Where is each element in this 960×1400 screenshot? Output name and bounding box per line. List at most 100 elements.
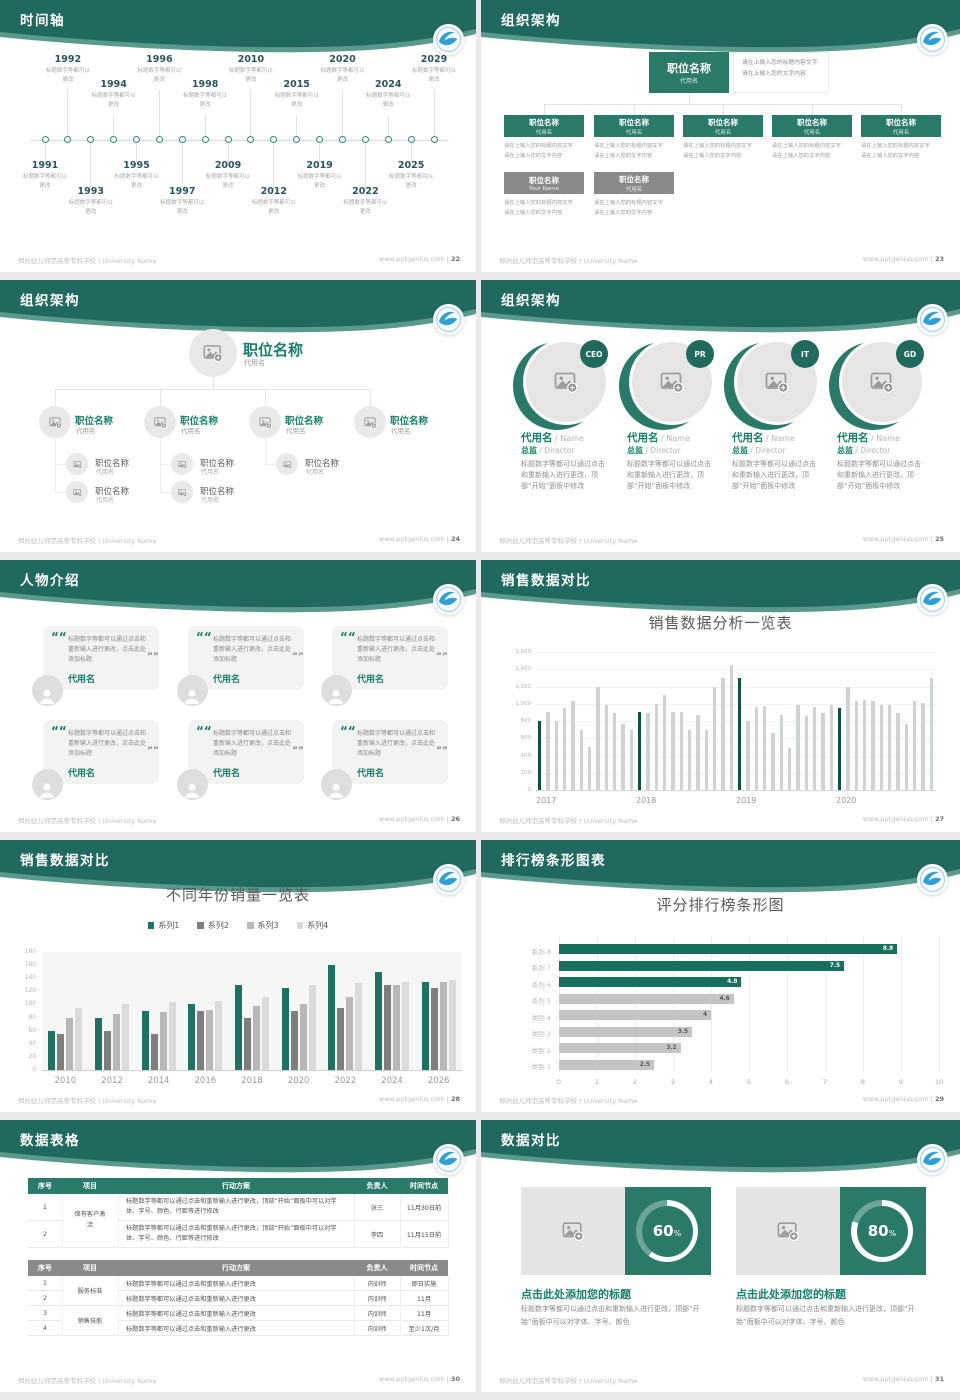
bar	[559, 1059, 654, 1070]
slide-org-chart-boxes[interactable]: 组织架构 职位名称 代用名 请在上输入您的标题内容文字 请在上输入您的文字内容 职位名称…	[481, 0, 960, 272]
slide-people-intro[interactable]: 人物介绍 ““ 标题数字等都可以通过点击和重新输入进行更改，点击此处添加标题”” 代…	[0, 560, 476, 832]
compare-paragraph: 标题数字等都可以通过点击和重新输入进行更改，顶部“开始”面板中可以对字体、字号、…	[521, 1305, 700, 1326]
avatar-placeholder	[144, 406, 176, 438]
timeline-year: 1998	[191, 79, 219, 90]
table-cell: 服务标准	[62, 1276, 118, 1306]
x-tick-label: 2026	[427, 1076, 450, 1086]
bar	[754, 707, 759, 790]
table-divider	[61, 1194, 63, 1248]
avatar-placeholder	[39, 406, 71, 438]
avatar-icon	[31, 674, 63, 706]
bar	[546, 712, 550, 790]
header-wave	[0, 840, 476, 893]
bar	[879, 704, 884, 790]
y-category-label: 类别 1	[531, 1063, 551, 1071]
y-category-label: 类别 3	[531, 1030, 551, 1038]
org-node-title: 职位名称	[390, 416, 429, 427]
bar	[713, 686, 717, 790]
donut-hole: 80%	[856, 1205, 908, 1257]
org-box: 职位名称 代用名	[772, 115, 852, 137]
bar	[929, 677, 934, 790]
quote-open-icon: ““	[196, 724, 212, 738]
timeline-item: 1992 标题数字等都可以更改	[45, 54, 91, 85]
footer-school: 郑州幼儿师范高等专科学校 | University Name	[499, 537, 638, 545]
timeline-item: 1991 标题数字等都可以更改	[22, 160, 68, 191]
role-badge: PR	[686, 340, 714, 368]
person-quote: 标题数字等都可以通过点击和重新输入进行更改，点击此处添加标题	[357, 636, 436, 664]
x-tick-label: 9	[898, 1078, 904, 1086]
gridline	[536, 738, 936, 740]
avatar-placeholder	[354, 406, 386, 438]
timeline-year: 1992	[54, 54, 82, 65]
table-cell: 销售技能	[62, 1306, 118, 1336]
slide-org-roles[interactable]: 组织架构 CEO 代用名 / Name 总监 / Director 标题数字等都可以通…	[481, 280, 960, 552]
x-tick-label: 2020	[836, 796, 857, 805]
percent-value: 80	[867, 1222, 889, 1240]
table-header-cell: 行动方案	[118, 1260, 354, 1276]
y-category-label: 系列 8	[531, 947, 551, 956]
bar	[375, 971, 382, 1070]
org-desc-line: 请在上输入您的标题内容文字	[594, 143, 663, 149]
table-cell: 即日实施	[400, 1276, 448, 1291]
slide-data-compare[interactable]: 数据对比 60% 点击此处添加您的标题 标题数字等都可以通过点击和重新输入进行更改，…	[481, 1120, 960, 1392]
school-logo-icon	[433, 1144, 464, 1175]
bar	[559, 1026, 692, 1037]
table-header-cell: 时间节点	[400, 1260, 448, 1276]
org-connector	[900, 104, 902, 115]
org-desc: 请在上输入您的标题内容文字 请在上输入您的文字内容	[594, 141, 678, 161]
bar	[253, 1006, 260, 1070]
avatar-icon	[176, 768, 208, 800]
bar	[796, 705, 800, 790]
slide-ranking-chart[interactable]: 排行榜条形图表 评分排行榜条形图 0 1 2 3 4 5 6 7 8 9 10 系列 8 8.9 系列 7…	[481, 840, 960, 1112]
role-title-line: 总监 / Director	[837, 445, 937, 456]
gridline	[536, 669, 936, 671]
timeline-caption: 标题数字等都可以更改	[91, 93, 136, 109]
bar	[813, 707, 817, 790]
bar	[244, 1017, 251, 1070]
y-tick-label: 0	[527, 787, 532, 793]
page-number: 23	[934, 255, 944, 263]
footer-site: www.pptgenius.com | 22	[378, 255, 460, 263]
role-badge: CEO	[580, 340, 608, 368]
org-desc: 请在上输入您的标题内容文字 请在上输入您的文字内容	[504, 198, 588, 218]
timeline-caption: 标题数字等都可以更改	[45, 68, 90, 84]
table-divider	[61, 1276, 63, 1336]
org-root-name: 代用名	[244, 359, 265, 367]
table-cell: 内训师	[354, 1306, 400, 1321]
bar	[554, 721, 559, 790]
timeline-item: 1993 标题数字等都可以更改	[68, 186, 114, 217]
person-card	[43, 720, 159, 784]
timeline-dot	[133, 136, 141, 143]
slide-data-tables[interactable]: 数据表格 序号 项目 行动方案 负责人 时间节点 1 标题数字等都可以通过点击和重新输入进行…	[0, 1120, 476, 1392]
role-name-en: / Name	[763, 434, 795, 443]
slide-sales-yearly-chart[interactable]: 销售数据对比 不同年份销量一览表 系列1 系列2 系列3 系列4 0 20 40 60 80 1…	[0, 840, 476, 1112]
chart-title: 评分排行榜条形图	[656, 896, 785, 914]
role-en: / Director	[748, 446, 786, 455]
org-connector	[159, 438, 161, 492]
slide-org-chart-tree[interactable]: 组织架构 职位名称 代用名 职位名称 代用名 职位名称 代用名 职位名称 代用名 职位名称 代用名…	[0, 280, 476, 552]
bar	[113, 1014, 120, 1070]
person-icon	[40, 689, 54, 704]
timeline-item: 2015 标题数字等都可以更改	[274, 79, 320, 110]
slide-sales-monthly-chart[interactable]: 销售数据对比 销售数据分析一览表 0 200 400 600 800 1,000 1,200…	[481, 560, 960, 832]
org-desc-line: 请在上输入您的文字内容	[594, 153, 653, 160]
bar	[57, 1033, 65, 1070]
x-tick-label: 2018	[636, 796, 657, 805]
timeline-caption: 标题数字等都可以更改	[206, 174, 251, 190]
timeline-dot	[430, 136, 438, 143]
person-name: 代用名	[68, 769, 96, 779]
timeline-caption: 标题数字等都可以更改	[251, 200, 296, 216]
org-box-name: 代用名	[625, 186, 643, 193]
role-name-zh: 代用名	[837, 432, 869, 444]
org-connector	[543, 104, 545, 115]
bar	[629, 729, 634, 790]
org-child-title: 职位名称	[95, 487, 130, 497]
footer-site: www.pptgenius.com | 28	[378, 1095, 460, 1103]
x-tick-label: 2010	[54, 1076, 77, 1086]
slide-footer: 郑州幼儿师范高等专科学校 | University Name www.pptge…	[499, 1095, 944, 1105]
slide-timeline[interactable]: 时间轴 1991 标题数字等都可以更改 1992 标题数字等都可以更改 1993 标题数字…	[0, 0, 476, 272]
role-badge: GD	[896, 340, 924, 368]
bar	[613, 713, 617, 790]
image-placeholder	[736, 1187, 840, 1275]
bar	[663, 695, 667, 790]
